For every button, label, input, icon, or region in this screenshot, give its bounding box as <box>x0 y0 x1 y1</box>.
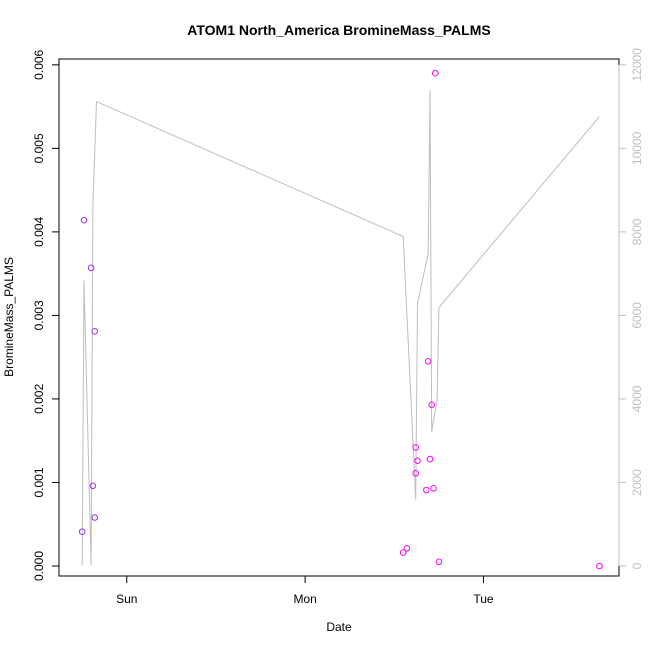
y-tick-label-5: 0.005 <box>32 133 46 163</box>
scatter-point-17 <box>435 558 443 566</box>
data-layer <box>78 69 603 570</box>
x-tick-label-0: Sun <box>116 592 137 606</box>
scatter-point-2 <box>87 264 95 272</box>
scatter-point-14 <box>428 401 436 409</box>
chart-title: ATOM1 North_America BromineMass_PALMS <box>187 22 490 38</box>
x-tick-label-1: Mon <box>293 592 316 606</box>
y-axis-label: BromineMass_PALMS <box>2 257 16 377</box>
scatter-point-13 <box>426 455 434 463</box>
y2-tick-label-1: 2000 <box>630 469 644 496</box>
y2-tick-label-5: 10000 <box>630 131 644 165</box>
y2-tick-label-2: 4000 <box>630 385 644 412</box>
x-axis-label: Date <box>326 620 352 634</box>
scatter-point-7 <box>403 545 411 552</box>
y-tick-label-0: 0.000 <box>32 551 46 581</box>
y-tick-label-3: 0.003 <box>32 300 46 330</box>
x-tick-label-2: Tue <box>473 592 494 606</box>
series-line <box>81 89 600 566</box>
plot-frame <box>58 58 620 577</box>
scatter-point-16 <box>432 69 439 77</box>
scatter-point-9 <box>412 444 420 451</box>
y2-tick-label-4: 8000 <box>630 218 644 245</box>
scatter-point-15 <box>430 485 437 492</box>
scatter-point-3 <box>89 482 97 490</box>
y-tick-label-1: 0.001 <box>32 467 46 497</box>
scatter-point-11 <box>423 486 430 494</box>
y-tick-label-6: 0.006 <box>32 49 46 79</box>
scatter-point-18 <box>596 562 603 570</box>
scatter-point-4 <box>91 514 98 521</box>
scatter-point-10 <box>414 457 421 465</box>
y2-tick-label-3: 6000 <box>630 302 644 329</box>
y2-tick-label-6: 12000 <box>630 48 644 82</box>
y-tick-label-4: 0.004 <box>32 217 46 247</box>
scatter-point-1 <box>80 216 88 224</box>
y2-tick-label-0: 0 <box>630 562 644 569</box>
scatter-point-6 <box>399 549 407 556</box>
scatter-point-5 <box>91 328 98 335</box>
scatter-point-12 <box>424 358 432 365</box>
scatter-point-8 <box>412 470 420 477</box>
y-tick-label-2: 0.002 <box>32 384 46 414</box>
scatter-point-0 <box>78 528 86 536</box>
axes-layer: Sun Mon Tue 0.000 0.001 0.002 0.003 0.004 0.005 0… <box>32 48 644 606</box>
